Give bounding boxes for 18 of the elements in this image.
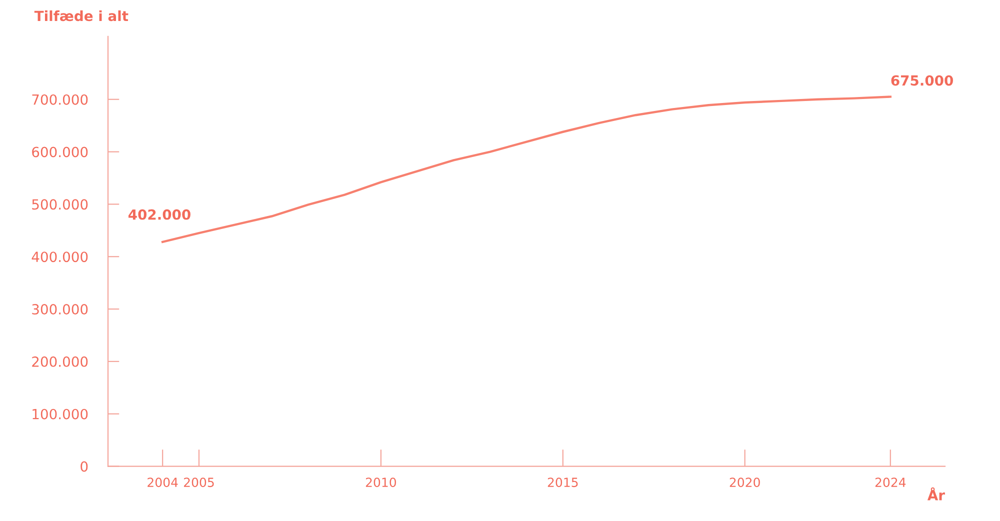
y-tick-label: 400.000	[32, 252, 88, 262]
annotation: 402.000	[128, 209, 190, 220]
y-tick-label: 700.000	[32, 94, 88, 105]
y-tick-label: 600.000	[32, 146, 88, 158]
x-tick-label: 2020	[730, 478, 760, 488]
x-tick-label: 2024	[875, 478, 906, 488]
x-tick-label: 2004	[148, 478, 178, 488]
y-tick-label: 300.000	[32, 304, 88, 315]
y-axis-title: Tilfæde i alt	[34, 10, 128, 22]
x-tick-label: 2005	[184, 478, 214, 488]
y-tick-label: 0	[80, 461, 88, 472]
annotation: 675.000	[891, 75, 954, 86]
x-axis-title: År	[927, 487, 945, 500]
y-tick-label: 200.000	[32, 356, 88, 367]
y-tick-label: 500.000	[32, 199, 88, 210]
y-tick-label: 100.000	[32, 408, 88, 420]
x-tick-label: 2010	[366, 478, 396, 488]
x-tick-label: 2015	[548, 478, 578, 488]
